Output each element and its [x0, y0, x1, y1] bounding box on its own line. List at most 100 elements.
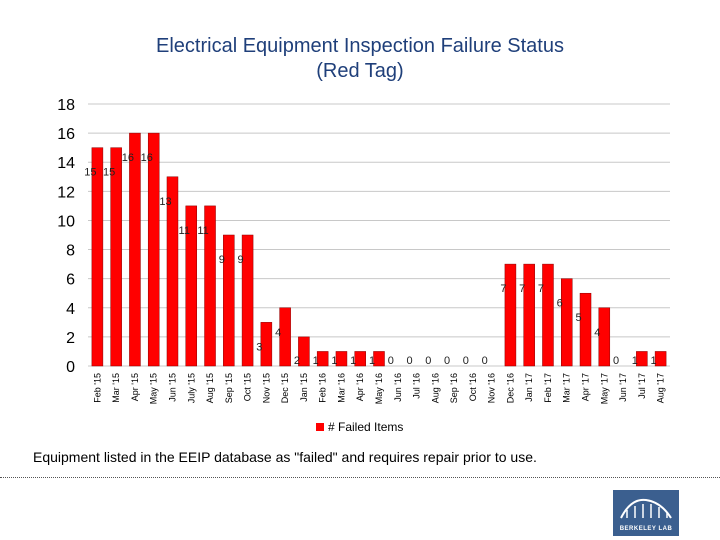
data-label: 0	[425, 355, 431, 367]
x-tick-label: Apr '17	[581, 373, 591, 401]
data-label: 7	[500, 283, 506, 295]
logo-icon	[620, 498, 672, 519]
bar	[91, 147, 104, 367]
legend-swatch	[316, 423, 324, 431]
x-tick-label: Jun '15	[167, 373, 177, 402]
bar	[110, 147, 122, 367]
data-label: 0	[444, 355, 450, 367]
y-tick-label: 18	[57, 97, 75, 114]
y-tick-label: 2	[66, 330, 75, 347]
x-tick-label: Mar '15	[111, 373, 121, 403]
y-tick-label: 6	[66, 272, 75, 289]
x-tick-label: Apr '16	[355, 373, 365, 401]
data-label: 0	[406, 355, 412, 367]
x-tick-label: Aug '15	[205, 373, 215, 403]
x-tick-label: Nov '16	[487, 373, 497, 403]
y-tick-label: 4	[66, 301, 75, 318]
berkeley-lab-logo: BERKELEY LAB	[613, 490, 679, 536]
data-label: 5	[575, 312, 581, 324]
data-label: 7	[538, 283, 544, 295]
x-tick-label: Aug '16	[430, 373, 440, 403]
x-tick-label: Jan '17	[524, 373, 534, 402]
bar	[147, 132, 160, 367]
bar	[129, 132, 141, 367]
data-label: 6	[557, 298, 563, 310]
x-tick-label: Jun '17	[618, 373, 628, 402]
bar	[279, 307, 291, 367]
data-label: 13	[159, 196, 171, 208]
bar	[654, 351, 667, 367]
x-tick-label: Mar '16	[336, 373, 346, 403]
data-label: 15	[103, 167, 115, 179]
bar	[223, 234, 235, 367]
bar	[579, 292, 592, 367]
data-label: 4	[275, 327, 281, 339]
data-label: 11	[179, 225, 190, 237]
data-label: 0	[388, 355, 394, 367]
bar	[166, 176, 179, 367]
x-tick-labels: Feb '15 Mar '15 Apr '15 May '15 Jun '15 July …	[92, 373, 665, 404]
x-tick-label: Oct '16	[468, 373, 478, 401]
data-label: 11	[197, 225, 208, 237]
x-tick-label: Apr '15	[130, 373, 140, 401]
separator	[0, 477, 720, 478]
grid-lines	[88, 103, 670, 367]
data-label: 0	[463, 355, 469, 367]
data-label: 9	[238, 254, 244, 266]
data-label: 2	[294, 355, 300, 367]
data-label: 1	[350, 355, 356, 367]
x-tick-label: Feb '17	[543, 373, 553, 403]
y-tick-label: 10	[57, 213, 75, 230]
bar	[504, 263, 517, 367]
y-tick-label: 0	[66, 359, 75, 376]
bar	[542, 263, 554, 367]
bar	[523, 263, 535, 367]
data-label: 1	[331, 355, 337, 367]
x-tick-label: Nov '15	[261, 373, 271, 403]
x-tick-label: Jan '15	[299, 373, 309, 402]
x-tick-label: Jul '16	[412, 373, 422, 399]
data-label: 16	[122, 152, 134, 164]
data-label: 1	[369, 355, 375, 367]
bar	[204, 205, 216, 367]
data-label: 1	[632, 355, 638, 367]
bar	[354, 351, 366, 367]
data-label: 1	[651, 355, 657, 367]
bar	[298, 336, 310, 367]
y-tick-label: 12	[57, 184, 75, 201]
x-tick-label: Dec '15	[280, 373, 290, 403]
bar	[335, 351, 348, 367]
x-tick-label: Oct '15	[243, 373, 253, 401]
data-label: 0	[482, 355, 488, 367]
bar	[241, 234, 254, 367]
y-tick-label: 8	[66, 243, 75, 260]
x-tick-label: Feb '15	[92, 373, 102, 403]
bar	[260, 322, 273, 367]
x-tick-label: Mar '17	[562, 373, 572, 403]
logo-text: BERKELEY LAB	[619, 526, 673, 532]
bars	[91, 132, 667, 367]
data-label: 7	[519, 283, 525, 295]
data-label: 0	[613, 355, 619, 367]
bar	[598, 307, 611, 367]
bar	[636, 351, 648, 367]
x-tick-label: Dec '16	[505, 373, 515, 403]
x-tick-label: Sep '15	[224, 373, 234, 403]
x-tick-label: Feb '16	[318, 373, 328, 403]
x-tick-label: Aug '17	[656, 373, 666, 403]
data-label: 4	[594, 327, 600, 339]
x-tick-label: May '15	[149, 373, 159, 404]
data-label: 16	[141, 152, 153, 164]
x-tick-label: May '17	[599, 373, 609, 404]
bar	[560, 278, 573, 367]
bar	[316, 351, 329, 367]
legend: # Failed Items	[316, 420, 403, 434]
y-tick-label: 14	[57, 155, 75, 172]
y-tick-label: 16	[57, 126, 75, 143]
x-tick-label: Jul '17	[637, 373, 647, 399]
title-line-2: (Red Tag)	[316, 60, 404, 82]
x-tick-label: May '16	[374, 373, 384, 404]
data-label: 1	[313, 355, 319, 367]
